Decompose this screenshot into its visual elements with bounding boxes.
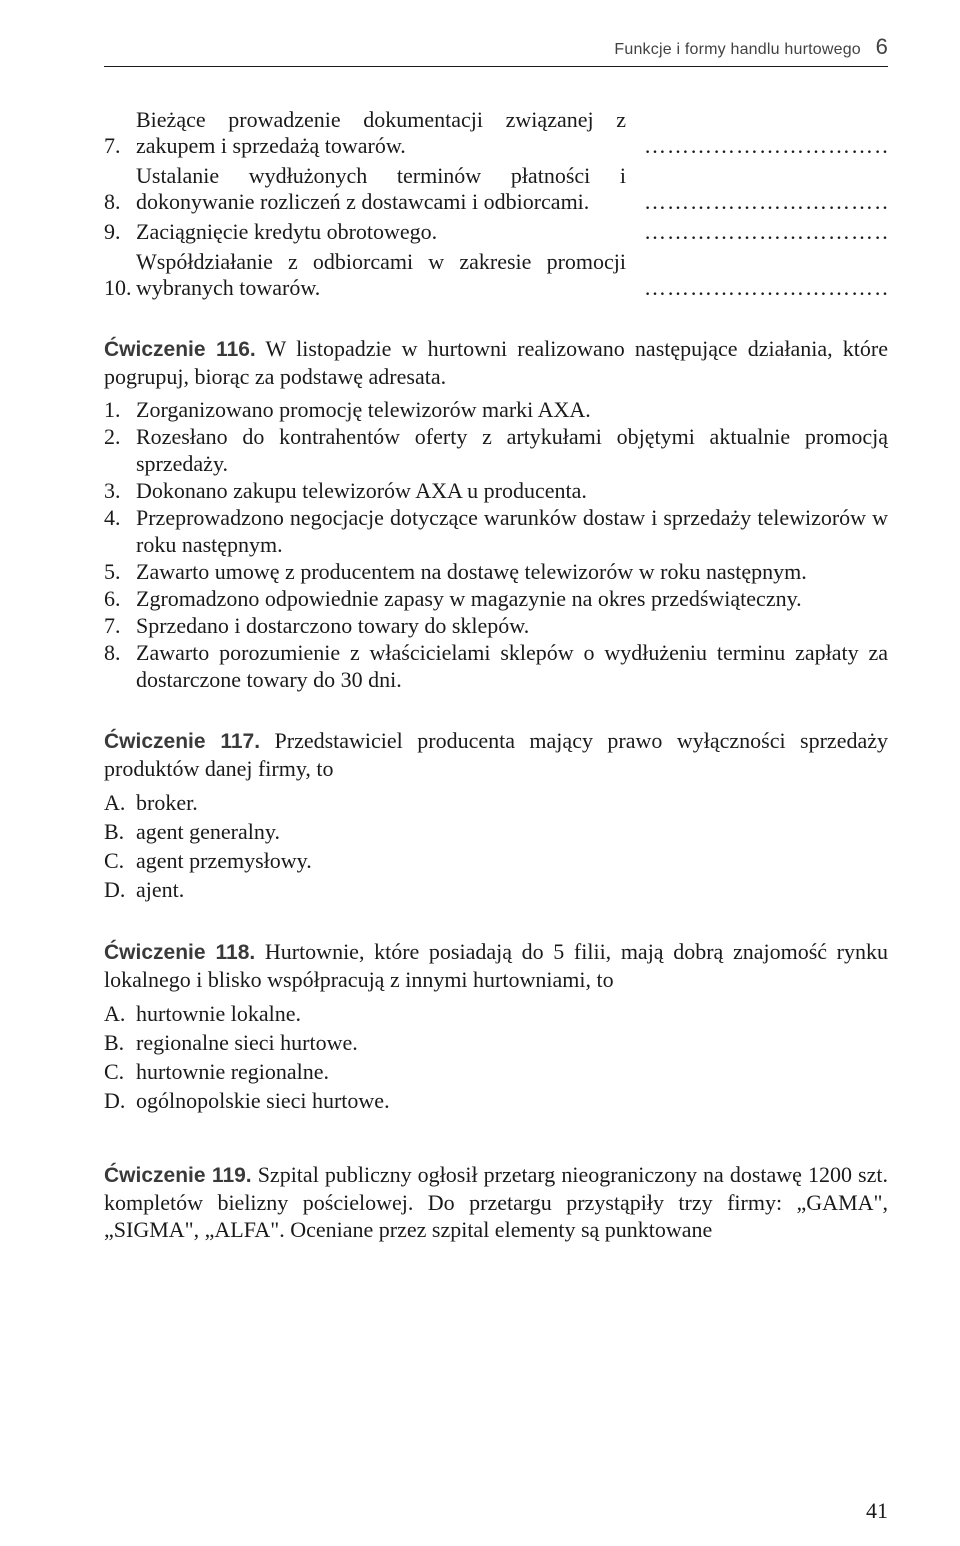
exercise-lead: Ćwiczenie 117. Przedstawiciel producenta…	[104, 727, 888, 782]
item-text: Ustalanie wydłużonych terminów płatności…	[136, 163, 644, 215]
option-b[interactable]: B.regionalne sieci hurtowe.	[104, 1028, 888, 1057]
item-text: Dokonano zakupu telewizorów AXA u produc…	[136, 477, 888, 504]
answer-dots[interactable]: …………………………………	[644, 275, 888, 301]
item-text: Zgromadzono odpowiednie zapasy w magazyn…	[136, 585, 888, 612]
item-text: Współdziałanie z odbiorcami w zakresie p…	[136, 249, 644, 301]
chapter-number: 6	[876, 34, 888, 60]
list-item: 7.Sprzedano i dostarczono towary do skle…	[104, 612, 888, 639]
option-text: ajent.	[136, 875, 888, 904]
item-number: 8.	[104, 189, 136, 215]
list-item: 5.Zawarto umowę z producentem na dostawę…	[104, 558, 888, 585]
item-number: 8.	[104, 639, 136, 693]
list-item: 6.Zgromadzono odpowiednie zapasy w magaz…	[104, 585, 888, 612]
running-header: Funkcje i formy handlu hurtowego 6	[104, 34, 888, 67]
option-letter: A.	[104, 788, 136, 817]
option-b[interactable]: B.agent generalny.	[104, 817, 888, 846]
running-header-title: Funkcje i formy handlu hurtowego	[614, 41, 861, 58]
item-number: 7.	[104, 612, 136, 639]
item-number: 3.	[104, 477, 136, 504]
item-text: Bieżące prowadzenie dokumentacji związan…	[136, 107, 644, 159]
list-item: 3.Dokonano zakupu telewizorów AXA u prod…	[104, 477, 888, 504]
list-item: 8.Zawarto porozumienie z właścicielami s…	[104, 639, 888, 693]
answer-dots[interactable]: …………………………………	[644, 189, 888, 215]
item-text: Rozesłano do kontrahentów oferty z artyk…	[136, 423, 888, 477]
item-number: 10.	[104, 275, 136, 301]
exercise-lead: Ćwiczenie 119. Szpital publiczny ogłosił…	[104, 1161, 888, 1243]
option-c[interactable]: C.hurtownie regionalne.	[104, 1057, 888, 1086]
exercise-title: Ćwiczenie 119.	[104, 1164, 252, 1187]
option-letter: B.	[104, 817, 136, 846]
item-text: Zaciągnięcie kredytu obrotowego.	[136, 219, 644, 245]
item-text: Sprzedano i dostarczono towary do sklepó…	[136, 612, 888, 639]
option-d[interactable]: D.ogólnopolskie sieci hurtowe.	[104, 1086, 888, 1115]
exercise-117: Ćwiczenie 117. Przedstawiciel producenta…	[104, 727, 888, 904]
option-letter: B.	[104, 1028, 136, 1057]
list-item: 8. Ustalanie wydłużonych terminów płatno…	[104, 163, 888, 215]
item-text: Zorganizowano promocję telewizorów marki…	[136, 396, 888, 423]
item-number: 2.	[104, 423, 136, 477]
option-letter: C.	[104, 846, 136, 875]
list-item: 9. Zaciągnięcie kredytu obrotowego. ……………	[104, 219, 888, 245]
exercise-title: Ćwiczenie 118.	[104, 941, 255, 964]
option-text: broker.	[136, 788, 888, 817]
exercise-lead: Ćwiczenie 116. W listopadzie w hurtowni …	[104, 335, 888, 390]
option-a[interactable]: A.broker.	[104, 788, 888, 817]
exercise-117-options: A.broker. B.agent generalny. C.agent prz…	[104, 788, 888, 904]
list-item: 10. Współdziałanie z odbiorcami w zakres…	[104, 249, 888, 301]
item-text: Przeprowadzono negocjacje dotyczące waru…	[136, 504, 888, 558]
exercise-118-options: A.hurtownie lokalne. B.regionalne sieci …	[104, 999, 888, 1115]
option-text: hurtownie regionalne.	[136, 1057, 888, 1086]
option-c[interactable]: C.agent przemysłowy.	[104, 846, 888, 875]
exercise-lead: Ćwiczenie 118. Hurtownie, które posiadaj…	[104, 938, 888, 993]
item-number: 1.	[104, 396, 136, 423]
exercise-title: Ćwiczenie 117.	[104, 730, 260, 753]
option-letter: A.	[104, 999, 136, 1028]
option-text: regionalne sieci hurtowe.	[136, 1028, 888, 1057]
item-number: 6.	[104, 585, 136, 612]
answer-dots[interactable]: …………………………………	[644, 133, 888, 159]
exercise-title: Ćwiczenie 116.	[104, 338, 256, 361]
option-text: agent generalny.	[136, 817, 888, 846]
option-d[interactable]: D.ajent.	[104, 875, 888, 904]
exercise-116-list: 1.Zorganizowano promocję telewizorów mar…	[104, 396, 888, 693]
item-number: 5.	[104, 558, 136, 585]
option-letter: D.	[104, 875, 136, 904]
list-item: 7. Bieżące prowadzenie dokumentacji zwią…	[104, 107, 888, 159]
option-text: hurtownie lokalne.	[136, 999, 888, 1028]
page-number: 41	[866, 1498, 888, 1524]
option-text: ogólnopolskie sieci hurtowe.	[136, 1086, 888, 1115]
list-item: 4.Przeprowadzono negocjacje dotyczące wa…	[104, 504, 888, 558]
exercise-116: Ćwiczenie 116. W listopadzie w hurtowni …	[104, 335, 888, 693]
item-number: 4.	[104, 504, 136, 558]
list-item: 1.Zorganizowano promocję telewizorów mar…	[104, 396, 888, 423]
list-item: 2.Rozesłano do kontrahentów oferty z art…	[104, 423, 888, 477]
item-number: 9.	[104, 219, 136, 245]
item-number: 7.	[104, 133, 136, 159]
option-letter: C.	[104, 1057, 136, 1086]
item-text: Zawarto umowę z producentem na dostawę t…	[136, 558, 888, 585]
exercise-118: Ćwiczenie 118. Hurtownie, które posiadaj…	[104, 938, 888, 1115]
item-text: Zawarto porozumienie z właścicielami skl…	[136, 639, 888, 693]
option-text: agent przemysłowy.	[136, 846, 888, 875]
option-letter: D.	[104, 1086, 136, 1115]
answer-dots[interactable]: …………………………………	[644, 219, 888, 245]
exercise-119: Ćwiczenie 119. Szpital publiczny ogłosił…	[104, 1161, 888, 1243]
intro-list: 7. Bieżące prowadzenie dokumentacji zwią…	[104, 107, 888, 301]
option-a[interactable]: A.hurtownie lokalne.	[104, 999, 888, 1028]
page: Funkcje i formy handlu hurtowego 6 7. Bi…	[0, 0, 960, 1546]
